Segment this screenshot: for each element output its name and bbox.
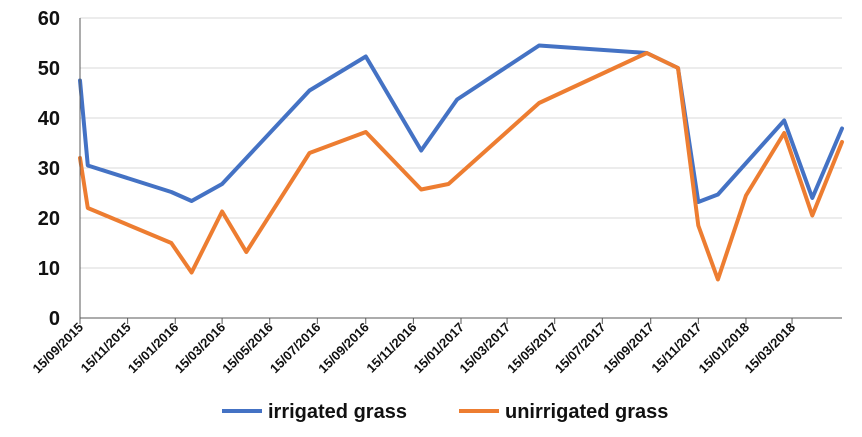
legend-label: unirrigated grass (505, 401, 668, 423)
y-tick-label: 10 (38, 258, 60, 280)
y-tick-label: 20 (38, 208, 60, 230)
x-tick-label: 15/07/2017 (552, 320, 609, 377)
legend-label: irrigated grass (268, 401, 407, 423)
x-tick-label: 15/05/2017 (504, 320, 561, 377)
series-line-unirrigated (78, 51, 844, 282)
series-lines (78, 43, 844, 282)
y-tick-label: 60 (38, 8, 60, 30)
x-tick-label: 15/09/2016 (315, 320, 372, 377)
x-tick-label: 15/05/2016 (219, 320, 276, 377)
gridlines (80, 17, 842, 269)
x-tick-label: 15/03/2016 (172, 320, 229, 377)
y-tick-label: 0 (49, 308, 60, 330)
y-tick-labels: 0 10 20 30 40 50 60 (38, 8, 60, 330)
y-tick-label: 30 (38, 158, 60, 180)
axes (79, 18, 842, 324)
series-line-irrigated (78, 43, 844, 204)
x-tick-label: 15/03/2017 (457, 320, 514, 377)
y-tick-label: 50 (38, 58, 60, 80)
x-tick-label: 15/09/2017 (600, 320, 657, 377)
x-tick-labels: 15/09/201515/11/201515/01/201615/03/2016… (29, 320, 798, 377)
legend: irrigated grass unirrigated grass (222, 401, 668, 423)
y-tick-label: 40 (38, 108, 60, 130)
x-tick-label: 15/07/2016 (267, 320, 324, 377)
x-tick-label: 15/03/2018 (742, 320, 799, 377)
